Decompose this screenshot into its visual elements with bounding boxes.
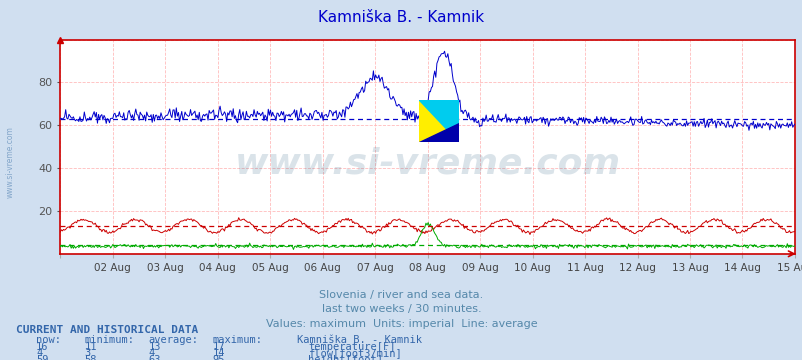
Text: 4: 4 [148, 348, 155, 359]
Text: Kamniška B. - Kamnik: Kamniška B. - Kamnik [297, 335, 422, 345]
Text: 14: 14 [213, 348, 225, 359]
Text: 59: 59 [36, 355, 49, 360]
Text: Slovenia / river and sea data.: Slovenia / river and sea data. [319, 290, 483, 300]
Text: CURRENT AND HISTORICAL DATA: CURRENT AND HISTORICAL DATA [16, 325, 198, 335]
Text: last two weeks / 30 minutes.: last two weeks / 30 minutes. [322, 304, 480, 314]
Text: 16: 16 [36, 342, 49, 352]
Text: 63: 63 [148, 355, 161, 360]
Polygon shape [419, 100, 459, 143]
Text: 13: 13 [148, 342, 161, 352]
Polygon shape [419, 100, 459, 143]
Text: minimum:: minimum: [84, 335, 134, 345]
Text: average:: average: [148, 335, 198, 345]
Text: www.si-vreme.com: www.si-vreme.com [234, 147, 620, 181]
Text: now:: now: [36, 335, 61, 345]
Text: 3: 3 [84, 348, 91, 359]
Text: Kamniška B. - Kamnik: Kamniška B. - Kamnik [318, 10, 484, 25]
Text: flow[foot3/min]: flow[foot3/min] [308, 348, 402, 359]
Text: height[foot]: height[foot] [308, 355, 383, 360]
Text: 58: 58 [84, 355, 97, 360]
Text: maximum:: maximum: [213, 335, 262, 345]
Text: Values: maximum  Units: imperial  Line: average: Values: maximum Units: imperial Line: av… [265, 319, 537, 329]
Text: 17: 17 [213, 342, 225, 352]
Text: 95: 95 [213, 355, 225, 360]
Text: 11: 11 [84, 342, 97, 352]
Polygon shape [419, 123, 459, 143]
Text: www.si-vreme.com: www.si-vreme.com [6, 126, 15, 198]
Text: 4: 4 [36, 348, 43, 359]
Text: temperature[F]: temperature[F] [308, 342, 395, 352]
